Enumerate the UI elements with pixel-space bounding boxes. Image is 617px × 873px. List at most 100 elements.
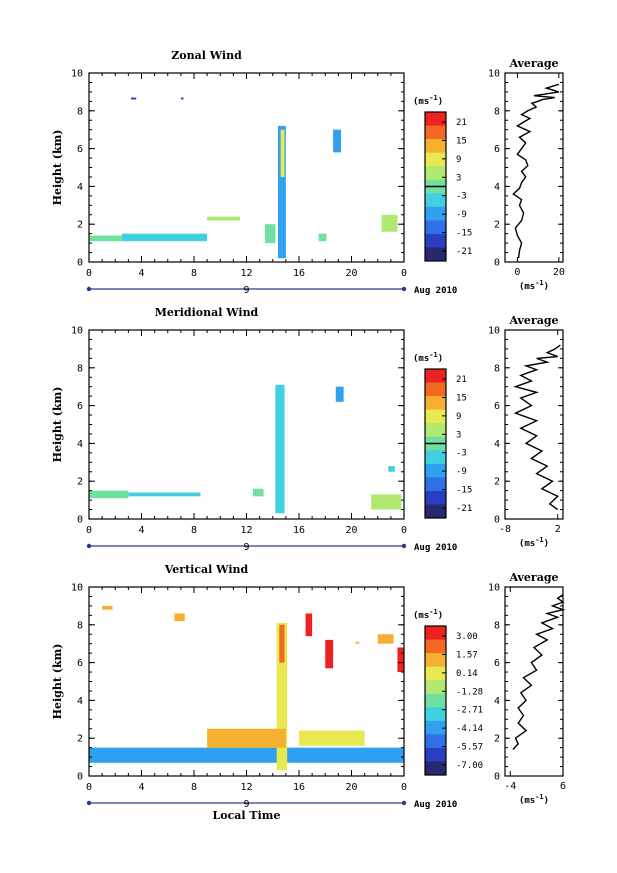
average-title: Average [508, 57, 558, 70]
x-tick-label: 4 [138, 782, 144, 793]
colorbar-segment [425, 193, 446, 208]
average-title: Average [508, 571, 558, 584]
colorbar-tick-label: 9 [456, 155, 461, 165]
x-tick-label: 0 [86, 525, 92, 536]
y-tick-label: 2 [77, 734, 83, 745]
heatmap-patch [89, 235, 122, 242]
day-marker [401, 543, 407, 549]
y-axis-label: Height (km) [51, 387, 64, 463]
avg-y-tick-label: 6 [494, 144, 500, 155]
heatmap-patch [299, 730, 365, 746]
heatmap-patch [377, 634, 394, 644]
day-label: 9 [243, 542, 249, 553]
heatmap-patch [207, 216, 240, 221]
colorbar-tick-label: 3.00 [456, 632, 478, 642]
day-label: 9 [243, 799, 249, 810]
heatmap-patch [275, 384, 285, 514]
day-marker [401, 800, 407, 806]
y-axis-label: Height (km) [51, 130, 64, 206]
colorbar-tick-label: 3 [456, 430, 461, 440]
y-tick-label: 4 [77, 182, 83, 193]
avg-y-tick-label: 6 [494, 401, 500, 412]
avg-y-tick-label: 4 [494, 696, 500, 707]
average-x-label: (ms-1) [519, 279, 549, 292]
y-tick-label: 6 [77, 144, 83, 155]
colorbar-unit: (ms-1) [413, 608, 443, 621]
avg-y-tick-label: 0 [494, 772, 500, 783]
x-tick-label: 8 [191, 268, 197, 279]
plot-frame [88, 329, 405, 520]
date-label: Aug 2010 [414, 800, 457, 810]
colorbar-segment [425, 504, 446, 519]
heatmap-patch [371, 494, 402, 510]
x-tick-label: 0 [86, 268, 92, 279]
x-tick-label: 16 [293, 525, 305, 536]
average-x-label: (ms-1) [519, 793, 549, 806]
avg-y-tick-label: 4 [494, 439, 500, 450]
x-tick-label: 0 [401, 782, 407, 793]
colorbar-segment [425, 653, 446, 668]
colorbar-segment [425, 477, 446, 492]
heatmap-patch [355, 641, 360, 644]
y-axis-label: Height (km) [51, 644, 64, 720]
x-tick-label: 0 [401, 525, 407, 536]
heatmap-patch [333, 129, 341, 153]
avg-x-tick-label: 20 [553, 267, 565, 278]
y-tick-label: 8 [77, 363, 83, 374]
heatmap-patch [278, 125, 286, 259]
colorbar-tick-label: 1.57 [456, 650, 478, 660]
colorbar-unit: (ms-1) [413, 351, 443, 364]
heatmap-patch [180, 97, 184, 100]
colorbar-segment [425, 639, 446, 654]
y-tick-label: 10 [71, 326, 83, 337]
x-tick-label: 12 [240, 268, 252, 279]
x-tick-label: 16 [293, 782, 305, 793]
avg-y-tick-label: 10 [488, 69, 500, 80]
heatmap-patch [131, 97, 137, 100]
y-tick-label: 4 [77, 696, 83, 707]
colorbar-frame [424, 625, 447, 776]
x-tick-label: 0 [86, 782, 92, 793]
y-tick-label: 8 [77, 106, 83, 117]
x-tick-label: 12 [240, 782, 252, 793]
colorbar-segment [425, 369, 446, 384]
heatmap-patch [280, 129, 285, 177]
average-profile-line [512, 83, 560, 259]
colorbar-segment [425, 382, 446, 397]
avg-x-tick-label: 0 [514, 267, 520, 278]
colorbar-tick-label: -1.28 [456, 687, 483, 697]
colorbar-segment [425, 112, 446, 127]
colorbar-tick-label: 0.14 [456, 669, 478, 679]
colorbar-segment [425, 166, 446, 181]
average-frame [504, 329, 564, 520]
day-marker [86, 800, 92, 806]
heatmap-patch [102, 605, 113, 610]
heatmap-patch [397, 647, 404, 673]
heatmap-patch [253, 488, 264, 497]
heatmap-patch [305, 613, 313, 637]
day-marker [401, 286, 407, 292]
colorbar-segment [425, 139, 446, 154]
avg-y-tick-label: 4 [494, 182, 500, 193]
colorbar-tick-label: 3 [456, 173, 461, 183]
date-label: Aug 2010 [414, 543, 457, 553]
colorbar-segment [425, 450, 446, 465]
y-tick-label: 4 [77, 439, 83, 450]
colorbar-tick-label: -5.57 [456, 743, 483, 753]
colorbar-tick-label: 9 [456, 412, 461, 422]
y-tick-label: 2 [77, 477, 83, 488]
colorbar-tick-label: -21 [456, 247, 472, 257]
colorbar-segment [425, 680, 446, 695]
avg-y-tick-label: 2 [494, 734, 500, 745]
colorbar-tick-label: -2.71 [456, 706, 483, 716]
colorbar-tick-label: -4.14 [456, 724, 483, 734]
colorbar-tick-label: 15 [456, 393, 467, 403]
y-tick-label: 0 [77, 258, 83, 269]
average-frame [504, 72, 564, 263]
colorbar-segment [425, 220, 446, 235]
colorbar-tick-label: -21 [456, 504, 472, 514]
colorbar-tick-label: -7.00 [456, 761, 483, 771]
average-profile-line [513, 344, 561, 511]
heatmap-patch [264, 224, 276, 244]
